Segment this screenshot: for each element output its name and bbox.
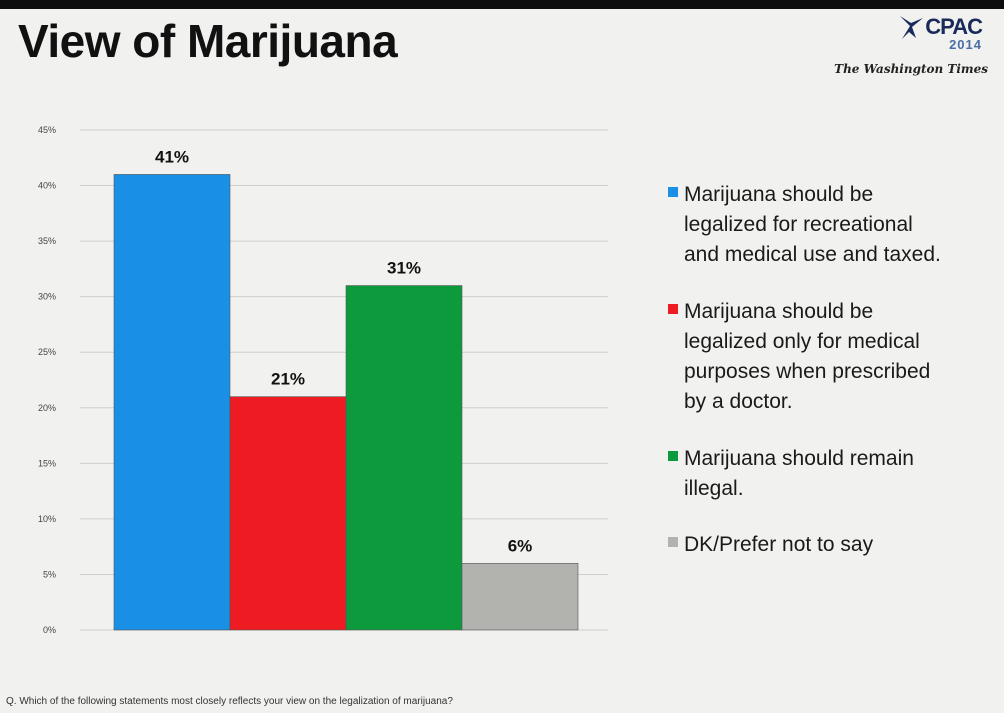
cpac-logo: CPAC 2014 The Washington Times (834, 10, 992, 90)
legend-text-line: Marijuana should be (684, 300, 874, 323)
washington-times-logo: The Washington Times (834, 62, 988, 76)
chart-legend: Marijuana should be legalized for recreat… (665, 180, 985, 560)
y-tick-label: 35% (38, 236, 56, 246)
legend-text-line: legalized for recreational (684, 213, 913, 236)
page-title: View of Marijuana (18, 15, 398, 67)
y-tick-label: 5% (43, 569, 56, 579)
cpac-logo-year: 2014 (949, 37, 982, 52)
y-tick-label: 45% (38, 125, 56, 135)
y-tick-label: 40% (38, 181, 56, 191)
y-tick-label: 15% (38, 458, 56, 468)
bar (229, 396, 347, 631)
legend-item: DK/Prefer not to say (665, 530, 985, 560)
question-footnote: Q. Which of the following statements mos… (6, 696, 453, 707)
legend-text-line: by a doctor. (684, 390, 793, 413)
legend-text-line: purposes when prescribed (684, 360, 931, 383)
legend-text-line: and medical use and taxed. (684, 243, 941, 266)
legend-text-line: legalized only for medical (684, 330, 920, 353)
legend-text-line: Marijuana should be (684, 183, 874, 206)
legend-item: Marijuana should be legalized only for me… (665, 297, 985, 417)
legend-text-line: Marijuana should remain (684, 447, 914, 470)
legend-item: Marijuana should remain illegal. (665, 444, 985, 504)
y-tick-label: 20% (38, 403, 56, 413)
y-tick-label: 25% (38, 347, 56, 357)
legend-swatch (668, 451, 678, 461)
legend-text-line: DK/Prefer not to say (684, 533, 874, 556)
bar (113, 174, 231, 631)
bar-chart: 0% 5% 10% 15% 20% 25% 30% 35% 40% 45% 41% 21% 31% 6% (38, 125, 608, 635)
cpac-star-icon (900, 16, 923, 39)
y-tick-label: 10% (38, 514, 56, 524)
data-label: 31% (387, 259, 421, 278)
data-label: 41% (155, 147, 189, 166)
cpac-logo-text: CPAC (925, 14, 983, 39)
data-label: 21% (271, 370, 305, 389)
top-bar (0, 0, 1004, 9)
legend-item: Marijuana should be legalized for recreat… (665, 180, 985, 270)
bar (345, 285, 463, 631)
legend-text-line: illegal. (684, 477, 744, 500)
bar (461, 563, 579, 631)
data-label: 6% (508, 536, 533, 555)
legend-swatch (668, 187, 678, 197)
legend-swatch (668, 537, 678, 547)
legend-swatch (668, 304, 678, 314)
y-tick-label: 0% (43, 625, 56, 635)
y-tick-label: 30% (38, 292, 56, 302)
